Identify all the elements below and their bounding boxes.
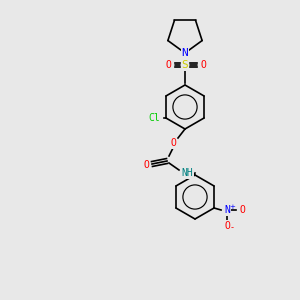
Text: O: O xyxy=(165,60,171,70)
Text: O: O xyxy=(170,138,176,148)
Text: N: N xyxy=(224,205,230,215)
Text: NH: NH xyxy=(181,168,193,178)
Text: O: O xyxy=(143,160,149,170)
Text: -: - xyxy=(231,224,234,232)
Text: +: + xyxy=(229,204,235,210)
Text: O: O xyxy=(224,221,230,231)
Text: O: O xyxy=(239,205,245,215)
Text: Cl: Cl xyxy=(148,113,160,123)
Text: O: O xyxy=(200,60,206,70)
Text: S: S xyxy=(182,60,188,70)
Text: N: N xyxy=(182,48,188,58)
